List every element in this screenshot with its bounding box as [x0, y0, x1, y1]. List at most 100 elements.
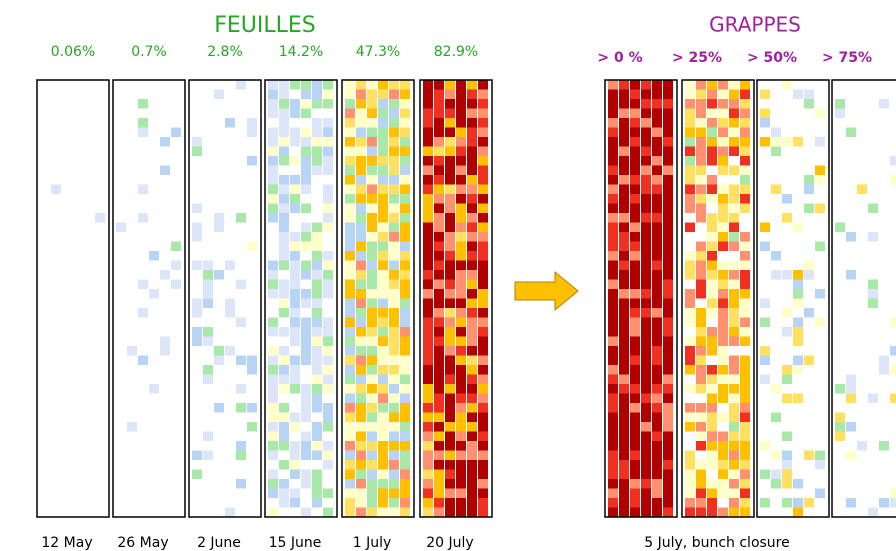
cell [729, 232, 739, 242]
cell [268, 317, 278, 327]
cell [652, 355, 662, 365]
cell [608, 441, 618, 451]
cell [367, 479, 377, 489]
cell [356, 175, 366, 185]
cell [608, 279, 618, 289]
cell [367, 498, 377, 508]
cell [356, 308, 366, 318]
cell [378, 384, 388, 394]
cell [771, 137, 781, 147]
cell [323, 251, 333, 261]
cell [138, 184, 148, 194]
cell [312, 127, 322, 137]
cell [268, 374, 278, 384]
cell [760, 118, 770, 128]
cell [423, 279, 433, 289]
cell [434, 422, 444, 432]
arrow [514, 270, 579, 312]
cell [378, 203, 388, 213]
cell [619, 412, 629, 422]
cell [696, 175, 706, 185]
cell [247, 365, 257, 375]
cell [890, 498, 896, 508]
cell [203, 289, 213, 299]
cell [268, 184, 278, 194]
cell [400, 279, 410, 289]
cell [619, 279, 629, 289]
cell [323, 317, 333, 327]
cell [456, 184, 466, 194]
cell [456, 146, 466, 156]
date-label: 26 May [117, 535, 168, 551]
cell [345, 441, 355, 451]
cell [389, 346, 399, 356]
cell [760, 137, 770, 147]
cell [434, 99, 444, 109]
cell [467, 498, 477, 508]
cell [663, 270, 673, 280]
cell [345, 365, 355, 375]
cell [389, 108, 399, 118]
cell [619, 99, 629, 109]
cell [608, 80, 618, 90]
cell [456, 498, 466, 508]
cell [345, 127, 355, 137]
cell [641, 213, 651, 223]
cell [203, 431, 213, 441]
cell [389, 289, 399, 299]
cell [367, 317, 377, 327]
cell [729, 80, 739, 90]
cell [279, 194, 289, 204]
cell [423, 403, 433, 413]
cell [268, 289, 278, 299]
cell [367, 298, 377, 308]
cell [236, 441, 246, 451]
cell [467, 127, 477, 137]
cell [718, 137, 728, 147]
cell [268, 441, 278, 451]
cell [467, 346, 477, 356]
cell [389, 336, 399, 346]
cell [378, 127, 388, 137]
cell [268, 203, 278, 213]
cell [445, 156, 455, 166]
cell [696, 422, 706, 432]
cell [268, 431, 278, 441]
cell [268, 365, 278, 375]
cell [707, 336, 717, 346]
cell [630, 232, 640, 242]
cell [423, 441, 433, 451]
cell [423, 422, 433, 432]
cell [740, 488, 750, 498]
cell [740, 232, 750, 242]
cell [160, 270, 170, 280]
cell [323, 422, 333, 432]
cell [345, 308, 355, 318]
cell [312, 146, 322, 156]
cell [685, 99, 695, 109]
cell [378, 260, 388, 270]
cell [879, 498, 889, 508]
cell [760, 108, 770, 118]
cell [608, 232, 618, 242]
cell [619, 232, 629, 242]
cell [456, 194, 466, 204]
cell [782, 393, 792, 403]
cell [652, 127, 662, 137]
cell [835, 384, 845, 394]
cell [445, 80, 455, 90]
date-label: 15 June [269, 535, 322, 551]
cell [445, 260, 455, 270]
cell [652, 222, 662, 232]
cell [378, 184, 388, 194]
cell [367, 251, 377, 261]
cell [400, 156, 410, 166]
cell [400, 422, 410, 432]
cell [268, 137, 278, 147]
cell [804, 184, 814, 194]
cell [729, 108, 739, 118]
cell [619, 393, 629, 403]
cell [608, 99, 618, 109]
cell [389, 479, 399, 489]
cell [663, 460, 673, 470]
